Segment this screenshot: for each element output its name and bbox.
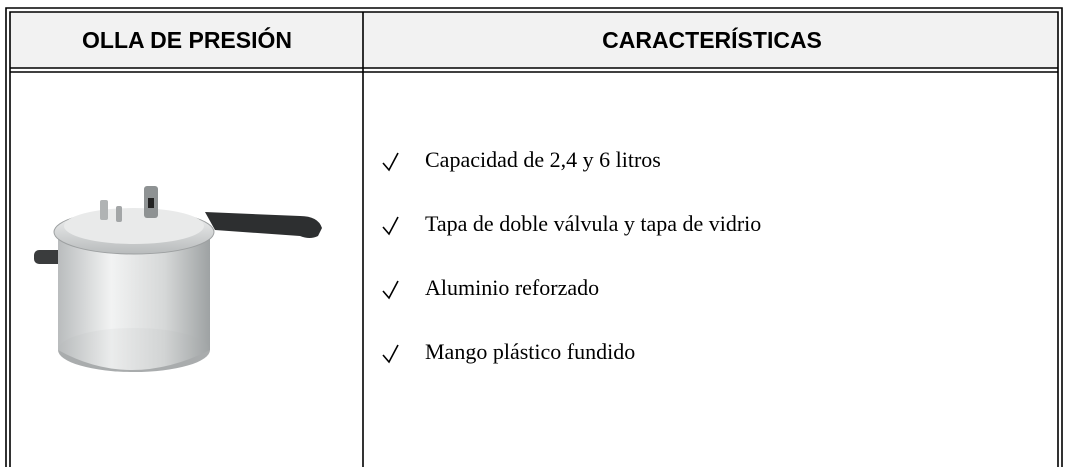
check-bullet: [382, 216, 399, 236]
feature-item: Capacidad de 2,4 y 6 litros: [425, 147, 661, 172]
header-background: [10, 12, 1058, 68]
product-image: [34, 186, 322, 372]
check-bullet: [382, 280, 399, 300]
feature-item: Mango plástico fundido: [425, 339, 635, 364]
feature-item: Aluminio reforzado: [425, 275, 599, 300]
feature-item: Tapa de doble válvula y tapa de vidrio: [425, 211, 761, 236]
check-bullet: [382, 152, 399, 172]
header-cell: CARACTERÍSTICAS: [602, 26, 822, 53]
header-cell: OLLA DE PRESIÓN: [82, 26, 292, 53]
check-bullet: [382, 344, 399, 364]
table-borders: [5, 7, 1063, 467]
